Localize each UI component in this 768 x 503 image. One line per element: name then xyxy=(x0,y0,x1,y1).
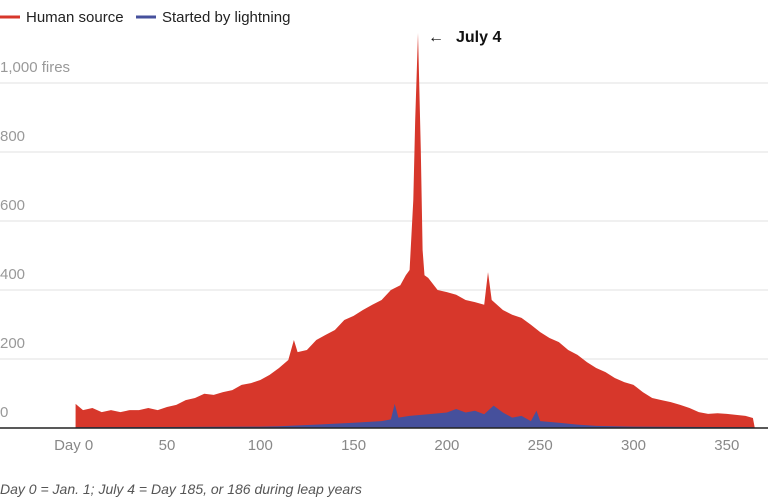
annotation-arrow: ← xyxy=(428,29,444,46)
y-tick-label: 1,000 fires xyxy=(0,59,70,76)
x-tick-label: 200 xyxy=(434,437,459,454)
y-tick-label: 0 xyxy=(0,404,8,421)
x-tick-label: 50 xyxy=(159,437,176,454)
x-tick-label: 350 xyxy=(714,437,739,454)
legend-label-lightning: Started by lightning xyxy=(162,9,290,26)
y-tick-label: 200 xyxy=(0,335,25,352)
area-series xyxy=(75,33,755,428)
x-tick-labels: Day 0 50 100 150 200 250 300 350 xyxy=(54,437,739,454)
footnote: Day 0 = Jan. 1; July 4 = Day 185, or 186… xyxy=(0,481,362,497)
annotation-july-4: ← July 4 xyxy=(428,29,501,46)
x-tick-label: 100 xyxy=(248,437,273,454)
y-tick-label: 600 xyxy=(0,197,25,214)
x-tick-label: 300 xyxy=(621,437,646,454)
x-tick-label: 150 xyxy=(341,437,366,454)
area-human-source xyxy=(75,33,755,428)
legend-label-human: Human source xyxy=(26,9,124,26)
legend: Human source Started by lightning xyxy=(0,9,290,26)
area-lightning xyxy=(75,403,755,428)
annotation-label: July 4 xyxy=(456,29,501,46)
gridlines: 0 200 400 600 800 1,000 fires xyxy=(0,59,768,421)
y-tick-label: 800 xyxy=(0,128,25,145)
x-tick-label: Day 0 xyxy=(54,437,93,454)
x-tick-label: 250 xyxy=(528,437,553,454)
y-tick-label: 400 xyxy=(0,266,25,283)
